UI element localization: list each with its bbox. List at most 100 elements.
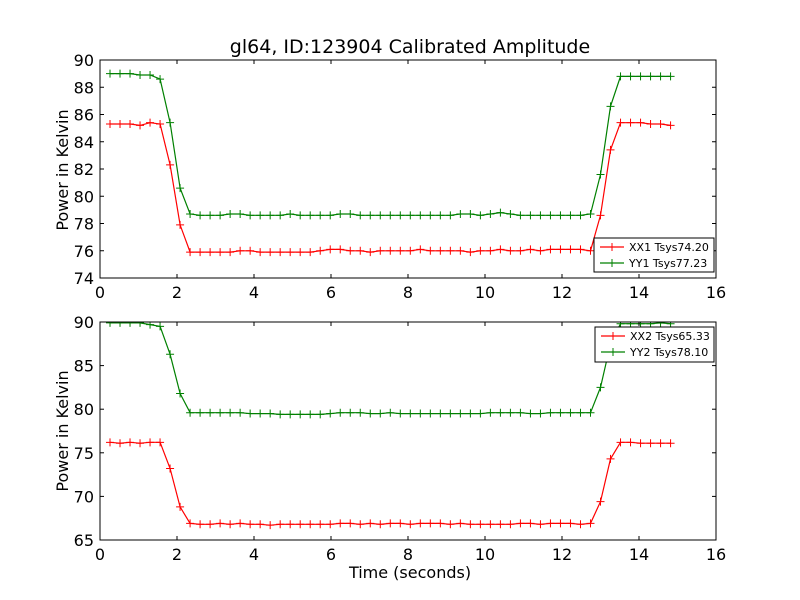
top-x-tick-label: 10 [475,283,495,302]
bottom-series-2-point [286,410,295,419]
top-series-2-point [286,209,295,218]
top-series-1-point [406,246,415,255]
bottom-series-1-point [266,521,275,530]
top-series-1-point [236,246,245,255]
top-series-1-point [186,248,195,257]
top-y-tick-label: 80 [74,187,94,206]
top-series-2-point [646,72,655,81]
top-series-2-point [656,72,665,81]
bottom-series-2-point [346,408,355,417]
top-series-2-point [236,209,245,218]
bottom-series-1-point [316,520,325,529]
top-series-2-point [276,211,285,220]
bottom-series-2-point [626,322,635,328]
bottom-series-2-markers [106,322,675,419]
bottom-x-tick-label: 4 [249,545,259,564]
top-series-1-point [376,246,385,255]
bottom-series-1-point [176,502,185,511]
bottom-y-tick-label: 65 [74,531,94,550]
bottom-series-2-point [656,322,665,327]
top-series-1-point [506,246,515,255]
top-series-1-point [536,246,545,255]
top-series-2-point [486,209,495,218]
bottom-series-2-point [596,383,605,392]
top-x-tick-label: 4 [249,283,259,302]
top-series-2-point [466,209,475,218]
top-series-2-point [266,211,275,220]
top-series-1-point [446,246,455,255]
bottom-series-1-point [546,519,555,528]
bottom-legend-marker [609,332,617,340]
top-series-2-point [576,211,585,220]
bottom-series-1-point [436,519,445,528]
bottom-legend-item-2: YY2 Tsys78.10 [601,346,708,359]
top-x-tick-label: 16 [706,283,726,302]
bottom-series-2-point [446,409,455,418]
bottom-series-1-point [336,519,345,528]
bottom-series-1-point [106,438,115,447]
top-series-1-point [346,246,355,255]
top-series-1-point [526,245,535,254]
bottom-series-2-point [516,408,525,417]
bottom-series-1-point [446,520,455,529]
top-series-2-point [586,209,595,218]
top-series-1-point [606,145,615,154]
top-series-2-point [216,211,225,220]
bottom-series-2-point [336,408,345,417]
top-series-2-point [406,211,415,220]
bottom-series-1-point [466,520,475,529]
bottom-series-1-point [586,519,595,528]
bottom-series-1-point [406,520,415,529]
bottom-y-tick-label: 70 [74,487,94,506]
bottom-series-1-point [386,519,395,528]
bottom-series-2-point [146,322,155,329]
top-series-2-point [246,211,255,220]
top-series-2-point [636,72,645,81]
bottom-series-2-point [266,409,275,418]
top-series-1-point [636,118,645,127]
bottom-series-1-point [246,520,255,529]
bottom-series-2-point [256,409,265,418]
top-series-1-point [496,245,505,254]
bottom-series-1-point [456,519,465,528]
top-series-1-point [356,246,365,255]
bottom-series-1-point [516,519,525,528]
bottom-series-1-point [116,439,125,448]
top-series-1-point [176,220,185,229]
bottom-series-1-point [256,520,265,529]
bottom-series-2-point [276,410,285,419]
bottom-series-2-point [136,322,145,327]
bottom-series-1-point [326,520,335,529]
bottom-series-2-point [326,409,335,418]
bottom-x-tick-label: 12 [552,545,572,564]
bottom-series-2-point [236,408,245,417]
bottom-series-1-point [156,438,165,447]
top-series-2-point [426,211,435,220]
top-series-2-point [166,118,175,127]
top-series-2-point [506,209,515,218]
top-series-2-point [346,209,355,218]
bottom-series-1-point [396,519,405,528]
bottom-series-1-point [656,439,665,448]
bottom-series-2-point [156,322,165,331]
bottom-panel: 0 2 4 6 8 10 12 14 16 65 70 75 80 85 90 XX2 Tsys65.33 YY… [74,313,727,564]
top-series-1-point [366,248,375,257]
top-series-1-point [296,248,305,257]
bottom-series-2-point [226,408,235,417]
bottom-x-tick-label: 14 [629,545,649,564]
top-series-1-point [266,248,275,257]
top-series-2-point [116,69,125,78]
bottom-series-1-point [346,519,355,528]
bottom-series-2-point [466,409,475,418]
top-y-tick-label: 84 [74,133,94,152]
bottom-series-2-point [176,389,185,398]
top-series-1-point [426,246,435,255]
bottom-series-2-point [206,408,215,417]
top-y-tick-label: 88 [74,78,94,97]
bottom-series-1-point [136,439,145,448]
top-x-tick-label: 6 [326,283,336,302]
bottom-series-2-point [386,408,395,417]
top-series-2-point [156,75,165,84]
bottom-series-1-point [556,519,565,528]
top-series-1-point [416,245,425,254]
